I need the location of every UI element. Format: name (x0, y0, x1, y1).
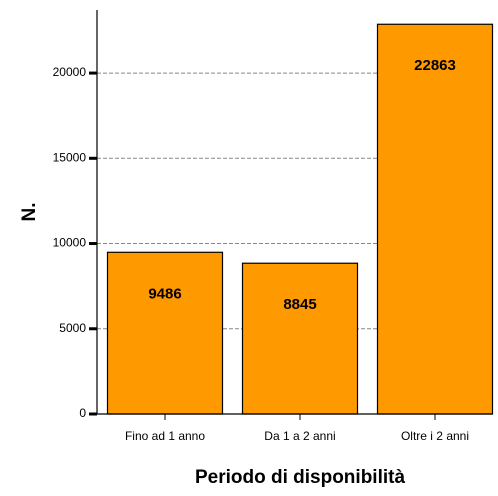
x-tick-label: Da 1 a 2 anni (264, 429, 335, 443)
y-tick-label: 0 (79, 406, 86, 420)
y-tick-label: 5000 (59, 321, 86, 335)
x-axis-label: Periodo di disponibilità (195, 467, 405, 488)
y-tick-label: 10000 (53, 236, 87, 250)
bar (241, 262, 359, 415)
y-tick-label: 15000 (53, 150, 87, 164)
y-axis-label: N. (19, 203, 40, 222)
bar (376, 23, 494, 415)
bar (106, 251, 224, 415)
y-tick-label: 20000 (53, 65, 87, 79)
x-tick-label: Oltre i 2 anni (401, 429, 469, 443)
x-tick-label: Fino ad 1 anno (125, 429, 205, 443)
value-label: 22863 (414, 57, 456, 74)
value-label: 8845 (283, 296, 316, 313)
value-label: 9486 (148, 285, 181, 302)
